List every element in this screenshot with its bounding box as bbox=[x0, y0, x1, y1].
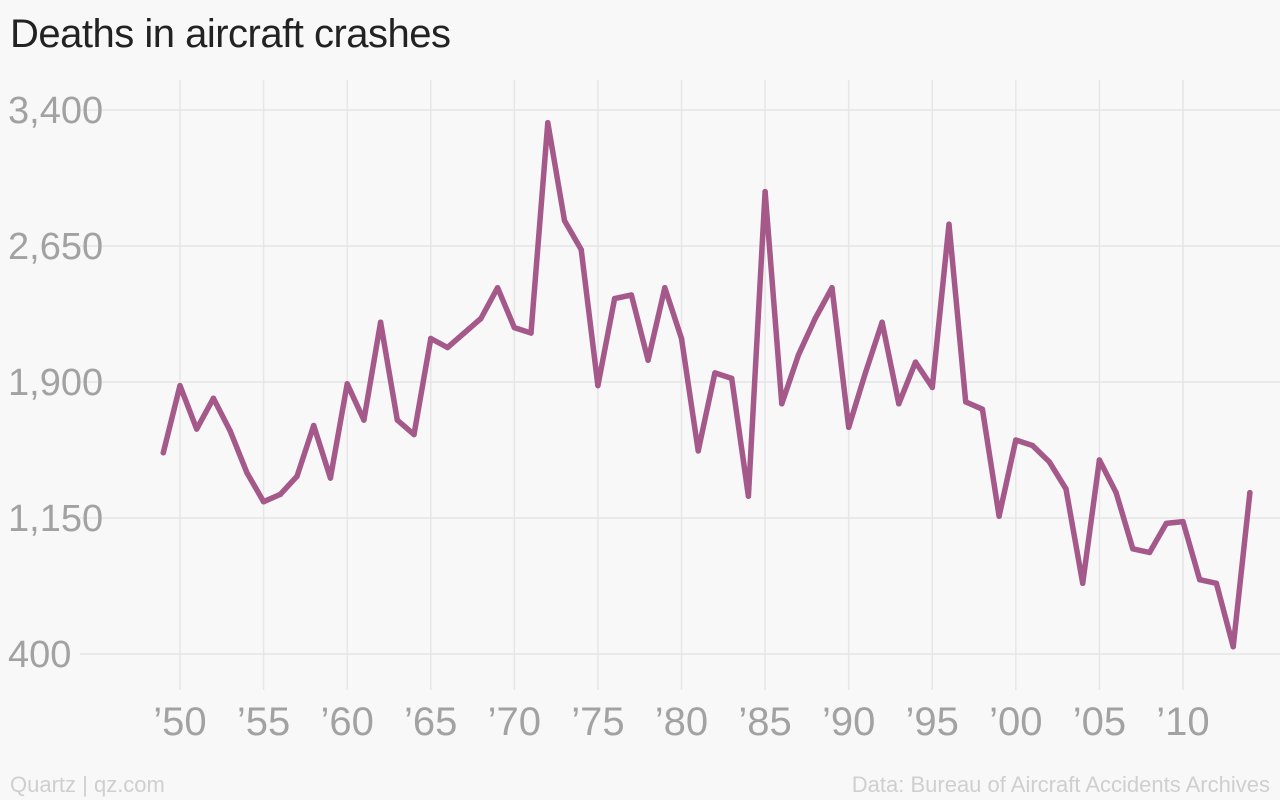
x-tick-label: ’85 bbox=[738, 700, 791, 744]
data-point bbox=[461, 330, 467, 336]
x-gridlines bbox=[179, 80, 1184, 690]
data-point bbox=[996, 513, 1002, 519]
x-tick-label: ’10 bbox=[1156, 700, 1209, 744]
data-point bbox=[795, 352, 802, 358]
data-point bbox=[528, 330, 534, 336]
data-point bbox=[160, 450, 166, 456]
x-tick-label: ’90 bbox=[822, 700, 875, 744]
data-point bbox=[411, 431, 417, 438]
data-point bbox=[929, 384, 935, 391]
deaths-series-line bbox=[160, 119, 1253, 650]
data-point bbox=[327, 475, 334, 481]
data-point bbox=[1163, 520, 1169, 527]
data-point bbox=[1113, 489, 1119, 496]
x-axis-ticks: ’50 ’55 ’60 ’65 ’70 ’75 ’80 ’85 ’90 ’95 ’00 ’05 ’10 bbox=[153, 700, 1209, 744]
data-point bbox=[177, 382, 183, 389]
data-point bbox=[1029, 442, 1036, 449]
data-point bbox=[628, 292, 635, 298]
data-point bbox=[1197, 576, 1203, 583]
data-point bbox=[511, 324, 518, 331]
data-point bbox=[294, 473, 300, 479]
x-tick-label: ’95 bbox=[906, 700, 959, 744]
x-tick-label: ’55 bbox=[237, 700, 290, 744]
series-points bbox=[160, 119, 1253, 650]
data-point bbox=[361, 417, 367, 423]
y-axis-ticks: 400 1,150 1,900 2,650 3,400 bbox=[8, 90, 103, 676]
data-point bbox=[277, 491, 283, 498]
x-tick-label: ’50 bbox=[153, 700, 206, 744]
data-point bbox=[545, 119, 551, 126]
data-point bbox=[946, 221, 952, 227]
data-point bbox=[1080, 580, 1086, 586]
data-point bbox=[377, 319, 384, 325]
data-point bbox=[561, 217, 568, 224]
data-point bbox=[311, 422, 317, 429]
data-point bbox=[728, 375, 735, 382]
data-point bbox=[1247, 489, 1253, 496]
data-point bbox=[829, 285, 835, 291]
data-point bbox=[1213, 580, 1220, 586]
x-tick-label: ’70 bbox=[488, 700, 541, 744]
data-point bbox=[662, 285, 668, 291]
x-tick-label: ’65 bbox=[404, 700, 457, 744]
y-tick-label: 400 bbox=[8, 634, 71, 676]
data-point bbox=[695, 448, 701, 454]
y-tick-label: 1,900 bbox=[8, 362, 103, 404]
x-tick-label: ’75 bbox=[571, 700, 624, 744]
data-point bbox=[1130, 546, 1136, 552]
data-point bbox=[394, 417, 401, 423]
data-point bbox=[779, 401, 785, 407]
data-point bbox=[762, 188, 768, 195]
data-point bbox=[1096, 457, 1103, 463]
data-point bbox=[428, 335, 434, 342]
source-text: Data: Bureau of Aircraft Accidents Archi… bbox=[851, 772, 1270, 797]
x-tick-label: ’60 bbox=[320, 700, 373, 744]
data-point bbox=[194, 426, 200, 432]
data-point bbox=[862, 370, 869, 376]
data-point bbox=[979, 406, 986, 412]
data-point bbox=[478, 315, 484, 322]
data-point bbox=[595, 382, 601, 389]
data-point bbox=[879, 319, 885, 325]
chart-title: Deaths in aircraft crashes bbox=[10, 12, 451, 56]
data-point bbox=[1013, 437, 1019, 443]
data-point bbox=[578, 246, 584, 253]
data-point bbox=[712, 370, 718, 376]
data-point bbox=[1230, 644, 1236, 650]
x-tick-label: ’05 bbox=[1073, 700, 1126, 744]
y-gridlines bbox=[80, 109, 1280, 655]
data-point bbox=[645, 357, 651, 363]
y-tick-label: 1,150 bbox=[8, 498, 103, 540]
data-point bbox=[845, 424, 852, 431]
y-tick-label: 2,650 bbox=[8, 226, 103, 268]
data-point bbox=[260, 498, 267, 505]
data-point bbox=[745, 493, 752, 499]
data-point bbox=[1146, 549, 1153, 556]
y-tick-label: 3,400 bbox=[8, 90, 103, 132]
data-point bbox=[444, 344, 451, 351]
credit-text: Quartz | qz.com bbox=[10, 772, 165, 797]
data-point bbox=[611, 295, 618, 302]
x-tick-label: ’00 bbox=[989, 700, 1042, 744]
data-point bbox=[678, 335, 685, 342]
data-point bbox=[896, 401, 902, 407]
data-point bbox=[344, 381, 350, 387]
data-point bbox=[244, 469, 250, 476]
data-point bbox=[912, 359, 919, 365]
data-point bbox=[1063, 486, 1069, 492]
data-point bbox=[1180, 518, 1186, 525]
data-point bbox=[227, 428, 233, 434]
data-point bbox=[210, 395, 217, 402]
x-tick-label: ’80 bbox=[655, 700, 708, 744]
data-point bbox=[962, 399, 969, 405]
data-point bbox=[494, 285, 501, 291]
data-point bbox=[1046, 459, 1052, 465]
data-point bbox=[812, 315, 818, 322]
